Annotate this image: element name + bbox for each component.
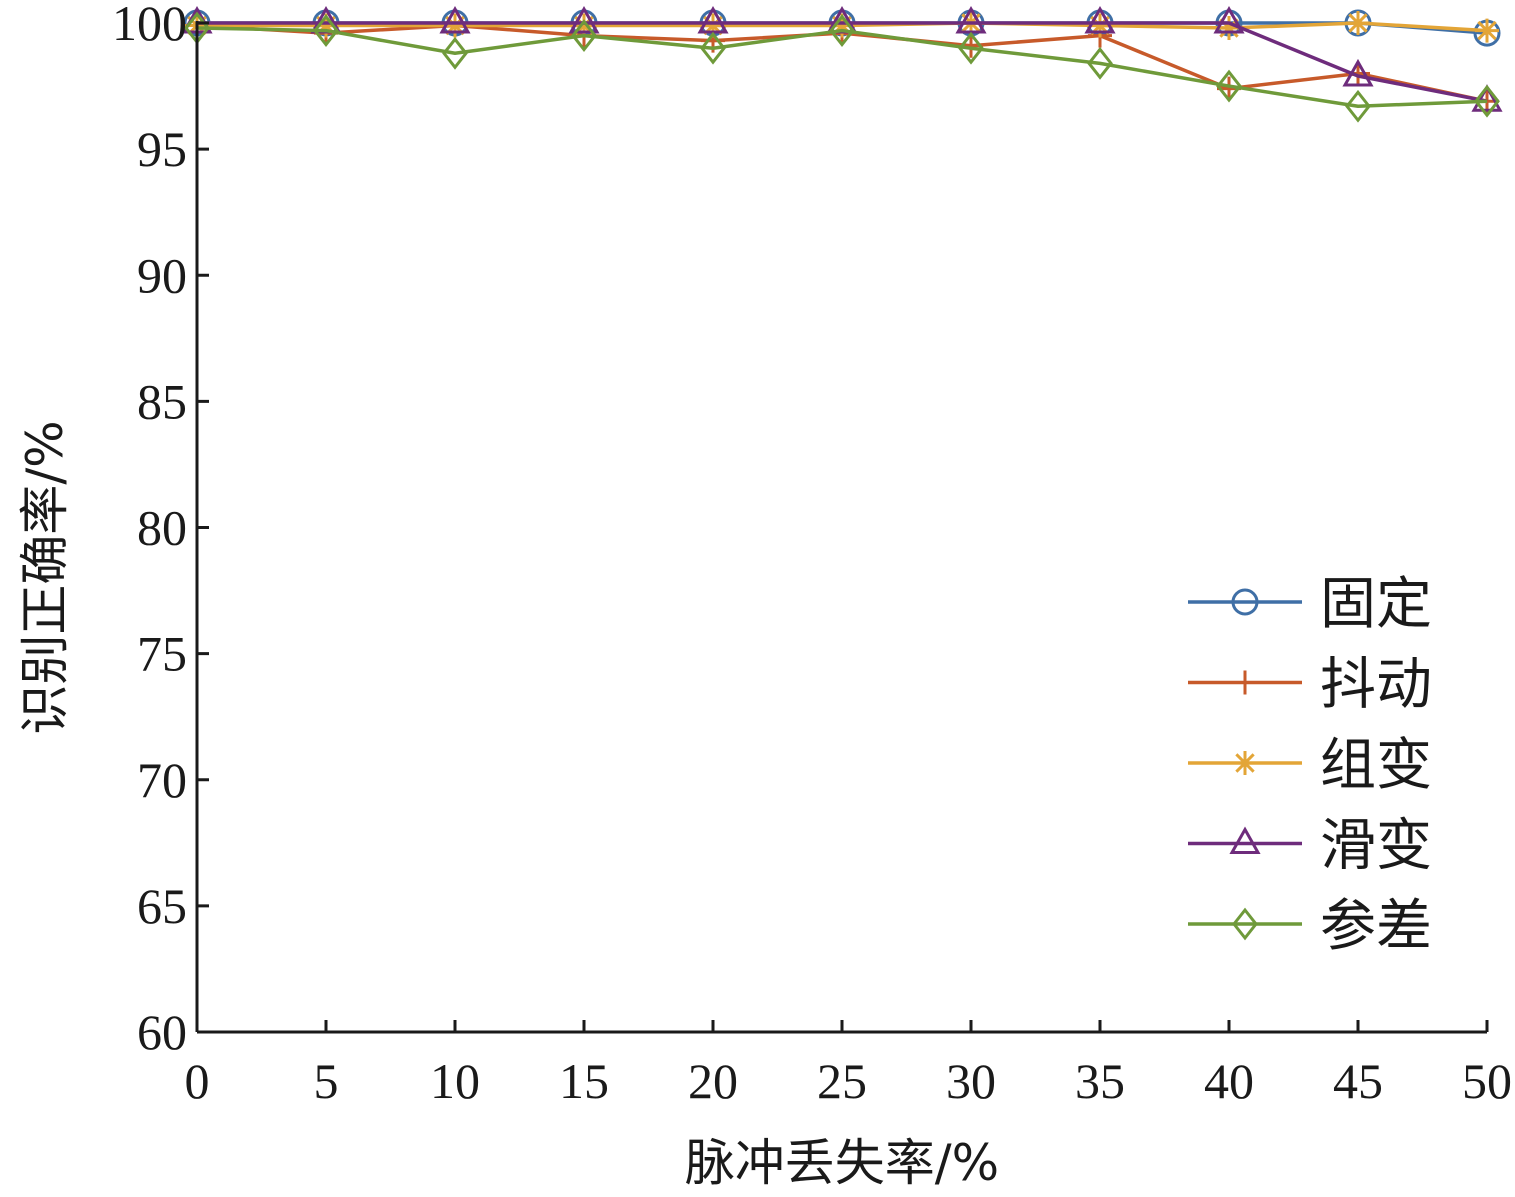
legend-entry: 组变 xyxy=(1188,733,1432,798)
ticks: 0 5 10 15 20 25 30 35 40 45 50 60 65 70 75 80 85 90 95 100 xyxy=(112,0,1512,1109)
y-tick-label: 70 xyxy=(137,752,187,808)
data-point xyxy=(700,31,726,65)
x-tick-label: 20 xyxy=(688,1053,738,1109)
x-tick-label: 25 xyxy=(817,1053,867,1109)
y-tick-label: 90 xyxy=(137,247,187,303)
data-point xyxy=(958,31,984,65)
data-point xyxy=(829,14,855,47)
data-point xyxy=(439,5,471,34)
legend-marker xyxy=(1229,826,1261,854)
x-tick-label: 15 xyxy=(559,1053,609,1109)
x-tick-label: 35 xyxy=(1075,1053,1125,1109)
legend-label: 滑变 xyxy=(1320,814,1432,879)
x-tick-label: 0 xyxy=(185,1053,210,1109)
legend-label: 固定 xyxy=(1320,572,1432,637)
data-point xyxy=(572,13,596,38)
series-line xyxy=(197,21,1488,103)
legend-marker xyxy=(1233,751,1257,775)
series-layer xyxy=(181,5,1503,123)
x-tick-label: 40 xyxy=(1204,1053,1254,1109)
legend-label: 组变 xyxy=(1320,733,1432,798)
legend-label: 参差 xyxy=(1320,894,1432,959)
data-point xyxy=(442,36,468,70)
legend-entry: 滑变 xyxy=(1188,814,1432,879)
data-point xyxy=(568,5,600,34)
legend-entry: 固定 xyxy=(1188,572,1432,637)
legend-entry: 参差 xyxy=(1188,894,1432,959)
y-tick-label: 65 xyxy=(137,878,187,934)
y-tick-label: 95 xyxy=(137,121,187,177)
legend-entry: 抖动 xyxy=(1188,653,1432,718)
y-axis-title: 识别正确率/% xyxy=(16,420,74,734)
data-point xyxy=(1084,5,1116,34)
y-tick-label: 75 xyxy=(137,626,187,682)
x-tick-label: 50 xyxy=(1462,1053,1512,1109)
data-point xyxy=(701,13,725,38)
x-tick-label: 45 xyxy=(1333,1053,1383,1109)
legend-marker xyxy=(1231,588,1259,616)
y-tick-label: 85 xyxy=(137,373,187,429)
data-point xyxy=(571,19,597,53)
data-point xyxy=(1088,13,1112,38)
data-point xyxy=(1474,84,1500,118)
data-point xyxy=(1217,16,1241,41)
legend-marker xyxy=(1232,907,1258,941)
axes xyxy=(195,21,1487,1034)
data-point xyxy=(1345,89,1371,123)
series-line xyxy=(196,26,1488,108)
data-point xyxy=(1342,58,1374,87)
data-point xyxy=(1346,11,1370,35)
data-point xyxy=(1087,46,1113,80)
x-tick-label: 10 xyxy=(430,1053,480,1109)
y-tick-label: 60 xyxy=(137,1004,187,1060)
x-tick-label: 30 xyxy=(946,1053,996,1109)
y-tick-label: 80 xyxy=(137,500,187,556)
data-point xyxy=(443,13,467,38)
data-point xyxy=(1475,18,1499,43)
data-point xyxy=(1216,69,1242,103)
data-point xyxy=(1471,84,1503,112)
legend-marker xyxy=(1233,670,1257,695)
series-5 xyxy=(184,11,1500,123)
data-point xyxy=(314,13,338,38)
data-point xyxy=(1213,5,1245,34)
legend-label: 抖动 xyxy=(1320,653,1432,718)
y-tick-label: 100 xyxy=(112,0,187,51)
x-axis-title: 脉冲丢失率/% xyxy=(685,1134,999,1192)
data-point xyxy=(313,14,339,47)
data-point xyxy=(830,13,854,38)
x-tick-label: 5 xyxy=(314,1053,339,1109)
